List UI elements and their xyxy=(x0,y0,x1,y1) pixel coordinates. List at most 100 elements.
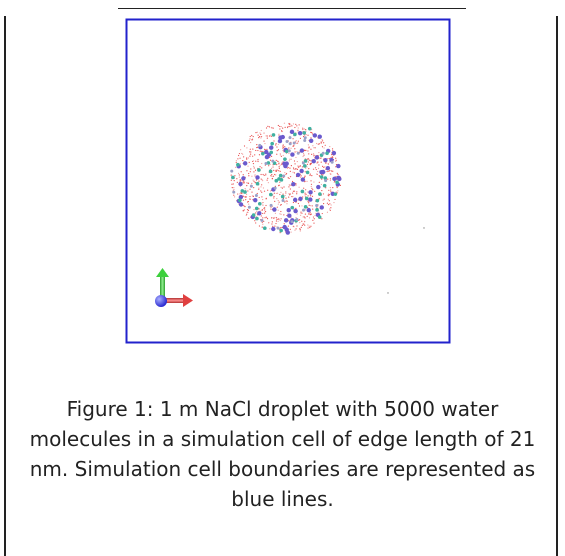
water-dot xyxy=(288,177,289,178)
water-dot xyxy=(253,136,254,137)
water-dot xyxy=(249,189,250,190)
water-dot xyxy=(282,147,283,148)
water-dot xyxy=(294,230,295,231)
water-dot xyxy=(262,199,263,200)
water-dot xyxy=(264,209,265,210)
water-dot xyxy=(280,192,281,193)
water-dot xyxy=(287,168,288,169)
water-dot xyxy=(294,172,295,173)
water-dot xyxy=(265,173,266,174)
sodium-ion xyxy=(284,218,288,222)
water-dot xyxy=(323,167,324,168)
water-dot xyxy=(253,160,254,161)
water-dot xyxy=(273,128,274,129)
water-dot xyxy=(266,216,267,217)
water-dot xyxy=(280,214,281,215)
sodium-ion xyxy=(255,175,259,179)
water-dot xyxy=(285,127,286,128)
water-dot xyxy=(250,142,251,143)
water-dot xyxy=(306,166,307,167)
water-dot xyxy=(264,191,265,192)
sodium-ion xyxy=(308,197,312,201)
chloride-ion xyxy=(238,198,242,202)
water-dot xyxy=(253,181,254,182)
water-dot xyxy=(275,223,276,224)
water-dot xyxy=(307,164,308,165)
water-dot xyxy=(312,133,313,134)
sodium-ion xyxy=(326,166,330,170)
water-dot xyxy=(257,147,258,148)
chloride-ion xyxy=(274,179,278,183)
water-dot xyxy=(278,125,279,126)
sodium-ion xyxy=(321,170,325,174)
water-dot xyxy=(258,208,259,209)
water-dot xyxy=(306,181,307,182)
water-dot xyxy=(276,217,277,218)
water-dot xyxy=(282,127,283,128)
water-dot xyxy=(259,166,260,167)
water-dot xyxy=(242,193,243,194)
water-dot xyxy=(272,178,273,179)
water-dot xyxy=(234,175,235,176)
water-dot xyxy=(318,152,319,153)
water-dot xyxy=(329,208,330,209)
water-dot xyxy=(317,162,318,163)
ion xyxy=(303,139,306,142)
water-dot xyxy=(294,151,295,152)
water-dot xyxy=(307,195,308,196)
water-dot xyxy=(249,156,250,157)
water-dot xyxy=(274,217,275,218)
x-axis-head xyxy=(183,294,193,307)
water-dot xyxy=(244,209,245,210)
water-dot xyxy=(295,185,296,186)
water-dot xyxy=(302,129,303,130)
chloride-ion xyxy=(308,127,312,131)
water-dot xyxy=(243,196,244,197)
water-dot xyxy=(330,187,331,188)
water-dot xyxy=(267,190,268,191)
water-dot xyxy=(266,149,267,150)
water-dot xyxy=(288,225,289,226)
water-dot xyxy=(234,196,235,197)
water-dot xyxy=(246,214,247,215)
water-dot xyxy=(331,170,332,171)
water-dot xyxy=(309,227,310,228)
water-dot xyxy=(268,165,269,166)
water-dot xyxy=(231,175,232,176)
water-dot xyxy=(287,201,288,202)
water-dot xyxy=(318,164,319,165)
water-dot xyxy=(313,216,314,217)
water-dot xyxy=(284,172,285,173)
water-dot xyxy=(259,154,260,155)
water-dot xyxy=(304,128,305,129)
water-dot xyxy=(309,217,310,218)
water-dot xyxy=(335,158,336,159)
water-dot xyxy=(298,166,299,167)
water-dot xyxy=(293,168,294,169)
water-dot xyxy=(300,165,301,166)
water-dot xyxy=(288,193,289,194)
water-dot xyxy=(245,196,246,197)
ion xyxy=(232,191,235,194)
water-dot xyxy=(258,187,259,188)
ion xyxy=(293,141,296,144)
water-dot xyxy=(282,187,283,188)
water-dot xyxy=(255,161,256,162)
water-dot xyxy=(285,192,286,193)
chloride-ion xyxy=(306,171,310,175)
sodium-ion xyxy=(332,151,336,155)
water-dot xyxy=(279,182,280,183)
water-dot xyxy=(281,156,282,157)
water-dot xyxy=(305,171,306,172)
water-dot xyxy=(329,203,330,204)
water-dot xyxy=(275,213,276,214)
water-dot xyxy=(332,148,333,149)
water-dot xyxy=(239,153,240,154)
water-dot xyxy=(288,153,289,154)
water-dot xyxy=(270,135,271,136)
water-dot xyxy=(303,188,304,189)
water-dot xyxy=(280,171,281,172)
water-dot xyxy=(328,195,329,196)
water-dot xyxy=(233,187,234,188)
water-dot xyxy=(319,182,320,183)
